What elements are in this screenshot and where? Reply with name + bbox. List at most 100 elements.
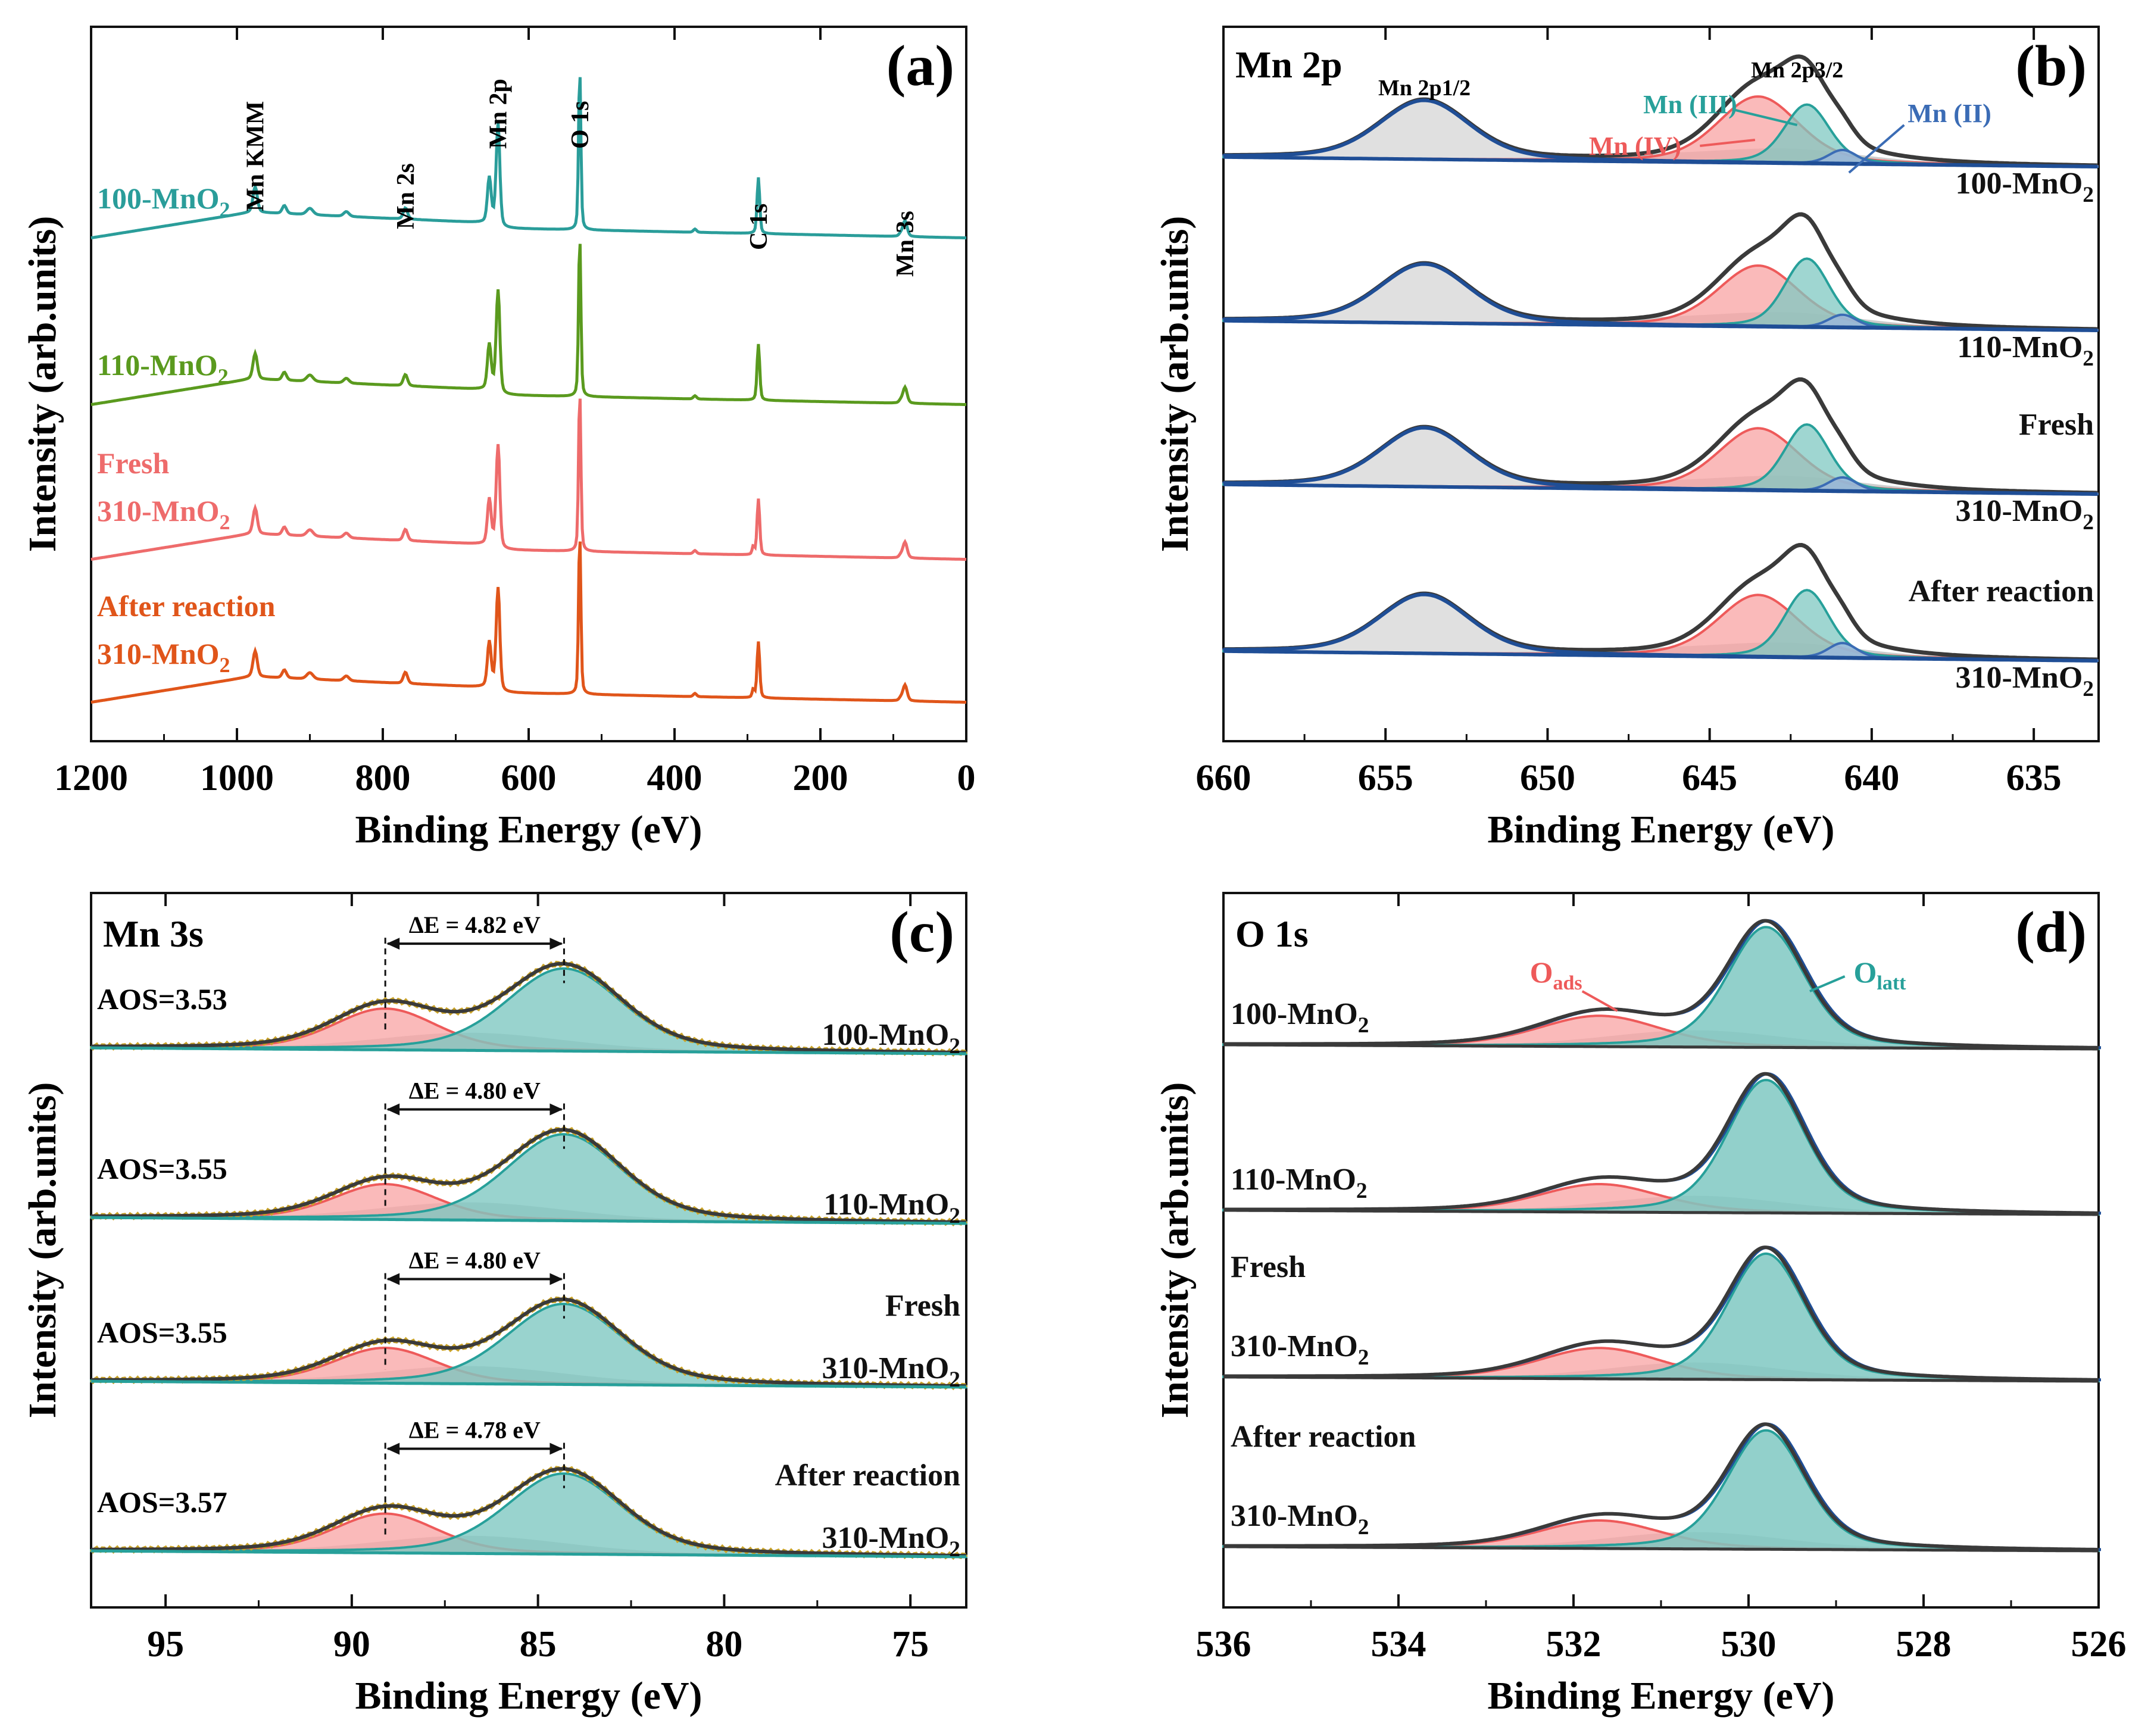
series-label: 310-MnO2 (822, 1521, 960, 1562)
y-axis-label: Intensity (arb.units) (1153, 216, 1197, 552)
series-label: 110-MnO2 (823, 1188, 960, 1228)
mn2p32-label: Mn 2p3/2 (1751, 58, 1843, 83)
baseline (91, 1046, 966, 1056)
survey-spectrum-line (90, 398, 967, 561)
series-label: 110-MnO2 (1957, 330, 2094, 371)
x-axis-label: Binding Energy (eV) (355, 808, 702, 851)
mn4-label: Mn (IV) (1589, 132, 1681, 161)
peak-label: Mn 3s (892, 211, 919, 277)
panel-title: Mn 2p (1235, 43, 1343, 86)
x-tick-label: 532 (1546, 1624, 1601, 1665)
fitted-envelope (1223, 1245, 2099, 1382)
x-tick-label: 400 (647, 758, 703, 798)
x-tick-label: 0 (957, 758, 976, 798)
x-tick-label: 534 (1371, 1624, 1426, 1665)
x-tick-label: 800 (355, 758, 411, 798)
x-tick-label: 80 (705, 1624, 742, 1665)
series-label: 310-MnO2 (1956, 494, 2094, 535)
y-axis-label: Intensity (arb.units) (21, 216, 64, 552)
panel-title: O 1s (1235, 913, 1309, 955)
x-tick-label: 200 (793, 758, 848, 798)
baseline (91, 1379, 966, 1389)
fitted-envelope (91, 1297, 966, 1388)
baseline (1223, 1043, 2099, 1051)
x-tick-label: 660 (1196, 758, 1251, 798)
x-tick-label: 536 (1196, 1624, 1251, 1665)
baseline (91, 1549, 966, 1559)
o-latt-label: Olatt (1854, 956, 1907, 994)
x-axis-label: Binding Energy (eV) (1487, 808, 1834, 851)
x-axis-label: Binding Energy (eV) (1487, 1674, 1834, 1718)
plot-frame (1222, 26, 2100, 742)
x-axis-label: Binding Energy (eV) (355, 1674, 702, 1718)
delta-e-arrowhead (550, 1273, 563, 1285)
delta-e-label: ΔE = 4.78 eV (409, 1416, 541, 1443)
fitted-envelope (91, 1467, 967, 1558)
series-label: 310-MnO2 (97, 494, 230, 534)
series-label: 310-MnO2 (1231, 1329, 1369, 1370)
x-tick-label: 528 (1896, 1624, 1952, 1665)
delta-e-arrowhead (550, 1103, 563, 1116)
series-prefix-label: Fresh (97, 447, 169, 480)
panel-b-mn2p: 660 655 650 645 640 635 Binding Energy (eV) Int… (1153, 26, 2100, 851)
fitted-envelope (91, 961, 966, 1054)
panel-label: (a) (886, 34, 954, 98)
baseline (1223, 649, 2097, 663)
o-ads-label: Oads (1530, 956, 1582, 994)
panel-d-o1s: 536 534 532 530 528 526 Binding Energy (eV) Int… (1153, 892, 2127, 1718)
panel-title: Mn 3s (103, 913, 204, 955)
baseline (1223, 482, 2097, 496)
panel-label: (d) (2015, 900, 2087, 964)
mn2-label: Mn (II) (1908, 99, 1991, 128)
series-prefix-label: Fresh (1231, 1250, 1306, 1284)
mn4-pointer (1700, 139, 1756, 147)
x-tick-label: 600 (501, 758, 557, 798)
aos-label: AOS=3.55 (97, 1316, 227, 1349)
panel-a-survey: 1200 1000 800 600 400 200 0 Binding Energy (eV)… (21, 26, 976, 851)
series-prefix-label: Fresh (2019, 408, 2094, 442)
x-tick-label: 530 (1721, 1624, 1777, 1665)
series-label: 100-MnO2 (822, 1018, 960, 1059)
baseline (1223, 1209, 2099, 1216)
series-label: 100-MnO2 (1231, 997, 1369, 1038)
series-prefix-label: After reaction (1231, 1420, 1416, 1454)
fitted-envelope (91, 1128, 966, 1224)
peak-label: Mn 2p (485, 79, 513, 149)
baseline (1223, 1545, 2099, 1553)
series-prefix-label: Fresh (885, 1289, 960, 1323)
mn2-pointer (1848, 124, 1905, 174)
series-label: 100-MnO2 (97, 182, 230, 221)
baseline (91, 1216, 966, 1225)
survey-spectrum-line (90, 243, 967, 407)
survey-spectrum-line (90, 541, 967, 704)
series-label: 110-MnO2 (1231, 1163, 1368, 1203)
x-tick-label: 85 (520, 1624, 557, 1665)
x-tick-label: 645 (1682, 758, 1737, 798)
fitted-envelope (1223, 1422, 2099, 1551)
x-tick-label: 655 (1358, 758, 1413, 798)
x-tick-label: 75 (892, 1624, 929, 1665)
peak-label: Mn KMM (242, 101, 270, 211)
series-label: 100-MnO2 (1956, 167, 2094, 207)
delta-e-label: ΔE = 4.80 eV (409, 1247, 541, 1273)
series-label: 310-MnO2 (822, 1351, 960, 1392)
x-tick-label: 1200 (54, 758, 128, 798)
series-label: 310-MnO2 (1956, 661, 2094, 701)
delta-e-arrowhead (550, 938, 563, 950)
x-tick-label: 650 (1520, 758, 1575, 798)
series-prefix-label: After reaction (775, 1459, 960, 1493)
peak-label: O 1s (567, 101, 594, 149)
x-tick-label: 1000 (200, 758, 274, 798)
x-tick-label: 526 (2071, 1624, 2127, 1665)
o-ads-pointer (1581, 990, 1618, 1012)
series-label: 310-MnO2 (1231, 1499, 1369, 1540)
y-axis-label: Intensity (arb.units) (21, 1082, 64, 1419)
x-tick-label: 635 (2006, 758, 2062, 798)
mn3-label: Mn (III) (1643, 90, 1737, 119)
delta-e-arrowhead (386, 938, 400, 950)
o-latt-pointer (1809, 975, 1846, 992)
baseline (1223, 1375, 2099, 1383)
baseline (1223, 319, 2097, 332)
mn3-pointer (1735, 109, 1798, 126)
series-prefix-label: After reaction (1909, 574, 2094, 608)
